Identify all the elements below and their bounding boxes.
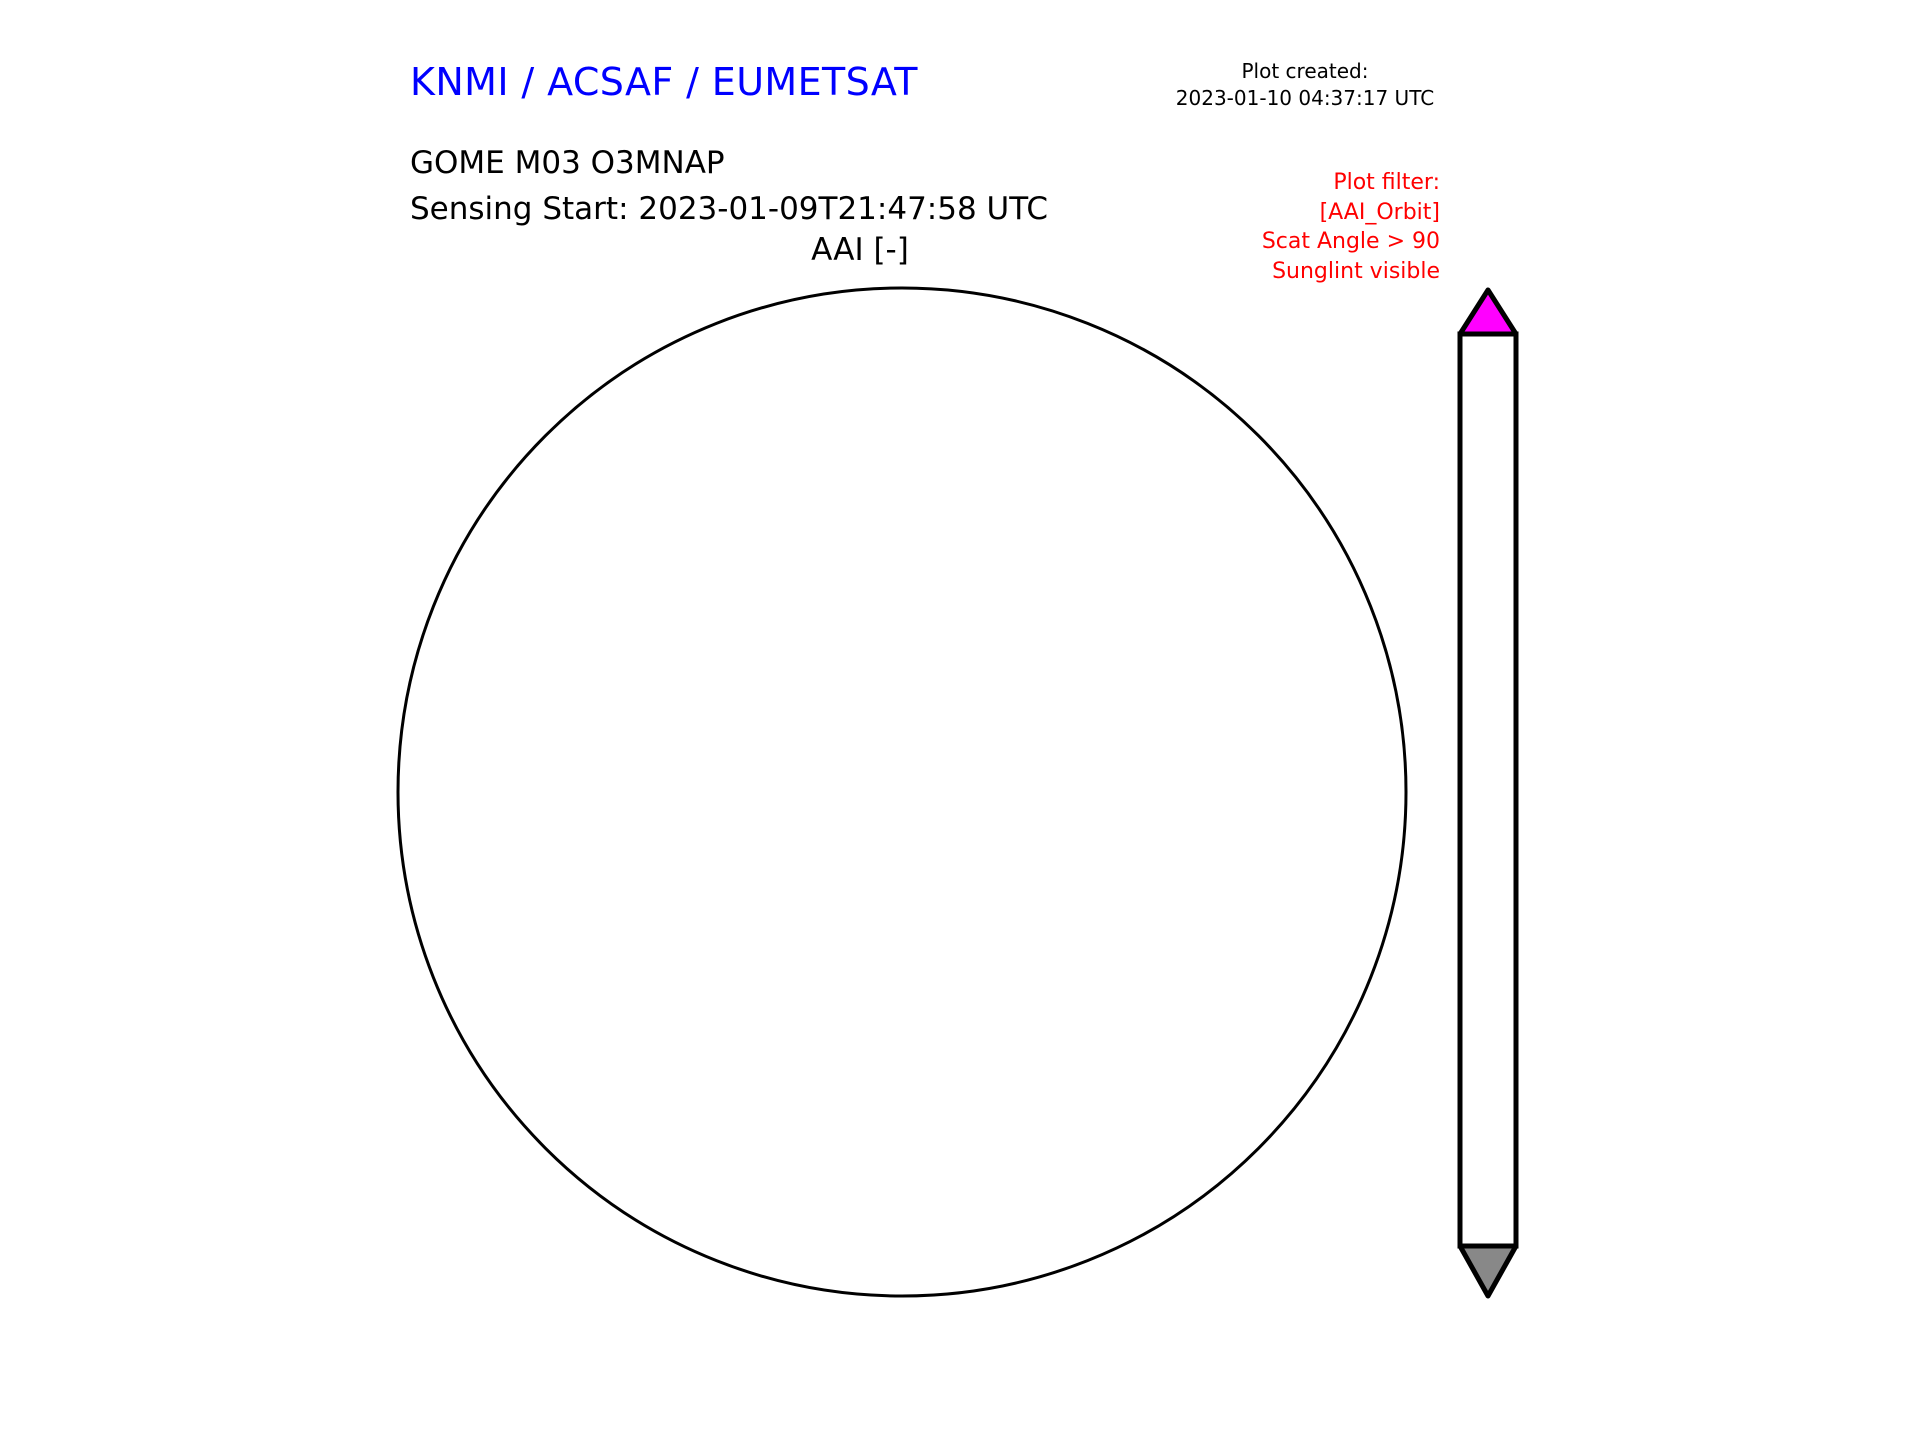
colorbar: [1432, 286, 1852, 1306]
colorbar-over-arrow: [1457, 287, 1519, 337]
colorbar-svg: [1457, 287, 1519, 1299]
globe-background: [398, 288, 1406, 1296]
plot-created-value: 2023-01-10 04:37:17 UTC: [1175, 86, 1435, 110]
globe-disc: [395, 285, 1409, 1299]
plot-filter-condition: Scat Angle > 90: [1261, 229, 1440, 254]
page-title: AAI [-]: [811, 232, 909, 268]
plot-created-block: Plot created: 2023-01-10 04:37:17 UTC: [1105, 58, 1505, 112]
sensing-start-line: Sensing Start: 2023-01-09T21:47:58 UTC: [410, 191, 1048, 227]
colorbar-body: [1457, 331, 1519, 1249]
globe-outline: [396, 286, 1408, 1298]
globe-svg: [396, 286, 1408, 1298]
plot-filter-name: [AAI_Orbit]: [1319, 199, 1440, 225]
plot-filter-label: Plot filter:: [1333, 170, 1440, 195]
globe-map: [395, 285, 1409, 1299]
agency-title: KNMI / ACSAF / EUMETSAT: [410, 60, 918, 104]
colorbar-under-arrow: [1457, 1243, 1519, 1299]
instrument-line: GOME M03 O3MNAP: [410, 145, 725, 181]
plot-filter-block: Plot filter: [AAI_Orbit] Scat Angle > 90…: [1150, 168, 1440, 286]
plot-created-label: Plot created:: [1241, 59, 1369, 83]
plot-filter-note: Sunglint visible: [1272, 258, 1440, 284]
dataset-block: GOME M03 O3MNAP Sensing Start: 2023-01-0…: [410, 140, 1048, 232]
